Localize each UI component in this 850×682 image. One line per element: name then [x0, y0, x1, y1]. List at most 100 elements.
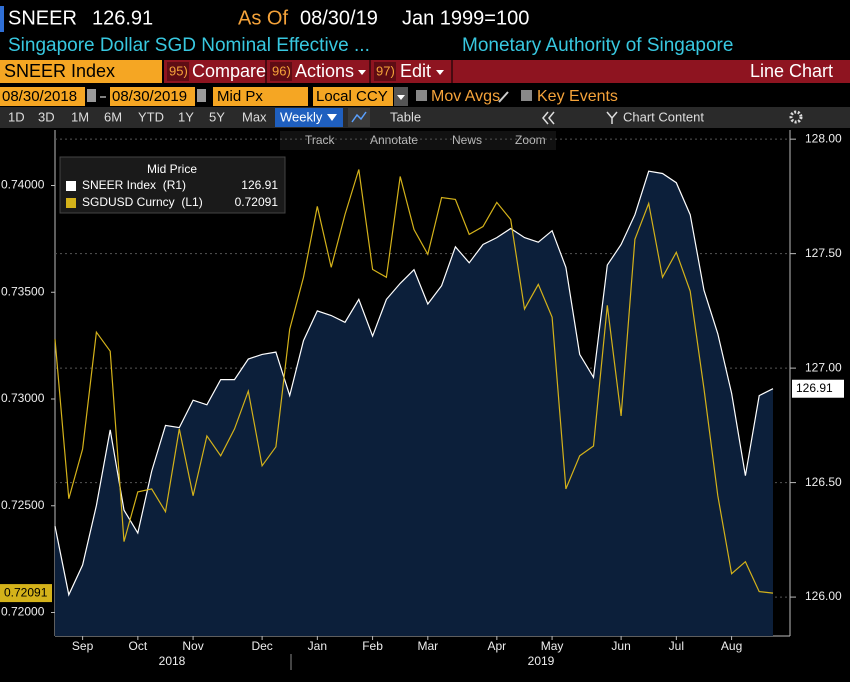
calendar-icon[interactable]	[197, 89, 206, 102]
x-tick-label: May	[541, 639, 564, 653]
menu-num-box	[270, 62, 292, 81]
x-tick-label: Dec	[251, 639, 272, 653]
area-fill	[55, 171, 773, 636]
legend-label: SNEER Index (R1)	[82, 178, 186, 192]
legend-value: 126.91	[241, 178, 278, 192]
last-value-box	[792, 379, 844, 398]
legend-label: SGDUSD Curncy (L1)	[82, 195, 203, 209]
pencil-icon[interactable]	[498, 91, 509, 103]
as-of-label: As Of	[238, 7, 288, 29]
x-tick-label: Aug	[721, 639, 742, 653]
period-button[interactable]: 1M	[71, 109, 89, 124]
dropdown-arrow	[327, 114, 337, 121]
as-of-date: 08/30/19	[300, 7, 378, 29]
x-tick-label: Mar	[417, 639, 438, 653]
currency[interactable]: Local CCY	[316, 88, 388, 105]
collapse-icon[interactable]	[542, 111, 555, 125]
period-button[interactable]: YTD	[138, 109, 164, 124]
legend	[59, 156, 286, 214]
x-tick-label: Jul	[669, 639, 684, 653]
table-button[interactable]: Table	[390, 109, 421, 124]
source: Monetary Authority of Singapore	[462, 35, 733, 56]
period-button[interactable]: 1Y	[178, 109, 194, 124]
y-tick-label: 0.73500	[1, 284, 45, 298]
last-value-box	[0, 584, 52, 603]
chart-icon	[351, 111, 367, 123]
period-button[interactable]: 3D	[38, 109, 55, 124]
x-tick-label: Jun	[611, 639, 630, 653]
last-value-label: 126.91	[796, 381, 833, 395]
period-buttons: 1D 3D 1M 6M YTD 1Y 5Y Max	[8, 109, 267, 124]
chart-tool[interactable]: News	[452, 133, 482, 147]
frequency[interactable]: Weekly	[280, 109, 323, 124]
cursor-marker	[0, 6, 4, 32]
y2-tick-label: 126.50	[805, 475, 842, 489]
period-button[interactable]: 5Y	[209, 109, 225, 124]
dropdown-arrow	[436, 70, 444, 75]
x-tick-label: Jan	[308, 639, 327, 653]
security[interactable]: SNEER Index	[4, 61, 115, 81]
end-date[interactable]: 08/30/2019	[112, 88, 187, 105]
x-tick-label: Nov	[182, 639, 203, 653]
period-button[interactable]: 6M	[104, 109, 122, 124]
start-date[interactable]: 08/30/2018	[2, 88, 77, 105]
chart-content[interactable]: Chart Content	[623, 109, 704, 124]
chart-tool[interactable]: Zoom	[515, 133, 546, 147]
line	[54, 169, 774, 594]
menu-bar	[164, 60, 850, 83]
field-box[interactable]	[213, 87, 308, 106]
frequency-box[interactable]	[275, 108, 343, 127]
x-tick-label: Oct	[129, 639, 148, 653]
checkbox[interactable]	[521, 90, 532, 101]
dropdown-arrow	[358, 70, 366, 75]
calendar-icon[interactable]	[87, 89, 96, 102]
menu-item[interactable]: Edit	[400, 61, 431, 81]
field[interactable]: Mid Px	[217, 88, 263, 105]
legend-value: 0.72091	[235, 195, 279, 209]
y-tick-label: 0.72500	[1, 498, 45, 512]
period-bar	[0, 107, 850, 128]
menu-num[interactable]: 95)	[169, 63, 188, 78]
date-box[interactable]	[110, 87, 195, 106]
menu-num[interactable]: 97)	[376, 63, 395, 78]
chart-tool[interactable]: Track	[305, 133, 336, 147]
gear-icon[interactable]	[789, 110, 803, 124]
view-name: Line Chart	[750, 61, 833, 81]
dropdown-arrow	[397, 95, 405, 100]
y2-tick-label: 128.00	[805, 131, 842, 145]
period-button[interactable]: Max	[242, 109, 267, 124]
y-tick-label: 0.72000	[1, 605, 45, 619]
menu-num-box	[167, 62, 189, 81]
y-tick-label: 0.74000	[1, 178, 45, 192]
date-box[interactable]	[0, 87, 85, 106]
content-icon	[606, 111, 618, 124]
menu-num[interactable]: 96)	[272, 63, 291, 78]
line	[54, 170, 774, 597]
legend-swatch	[66, 181, 76, 191]
checkbox[interactable]	[416, 90, 427, 101]
period-button[interactable]: 1D	[8, 109, 25, 124]
option[interactable]: Mov Avgs	[431, 88, 500, 105]
legend-title: Mid Price	[147, 162, 197, 176]
option[interactable]: Key Events	[537, 88, 618, 105]
x-tick-label: Sep	[72, 639, 94, 653]
security-box[interactable]	[0, 60, 162, 83]
x-tick-label: Feb	[362, 639, 383, 653]
last-value-label: 0.72091	[4, 585, 48, 599]
legend-swatch	[66, 198, 76, 208]
price: 126.91	[92, 7, 153, 29]
x-group-label: 2018	[159, 654, 186, 668]
base: Jan 1999=100	[402, 7, 529, 29]
chart-tool[interactable]: Annotate	[370, 133, 418, 147]
y2-tick-label: 127.50	[805, 246, 842, 260]
menu-item[interactable]: Compare	[192, 61, 266, 81]
menu-num-box	[374, 62, 396, 81]
y-tick-label: 0.73000	[1, 391, 45, 405]
x-group-label: 2019	[528, 654, 555, 668]
currency-box[interactable]	[313, 87, 393, 106]
y2-tick-label: 127.00	[805, 360, 842, 374]
menu-item[interactable]: Actions	[295, 61, 354, 81]
ticker[interactable]: SNEER	[8, 7, 77, 29]
x-tick-label: Apr	[488, 639, 507, 653]
